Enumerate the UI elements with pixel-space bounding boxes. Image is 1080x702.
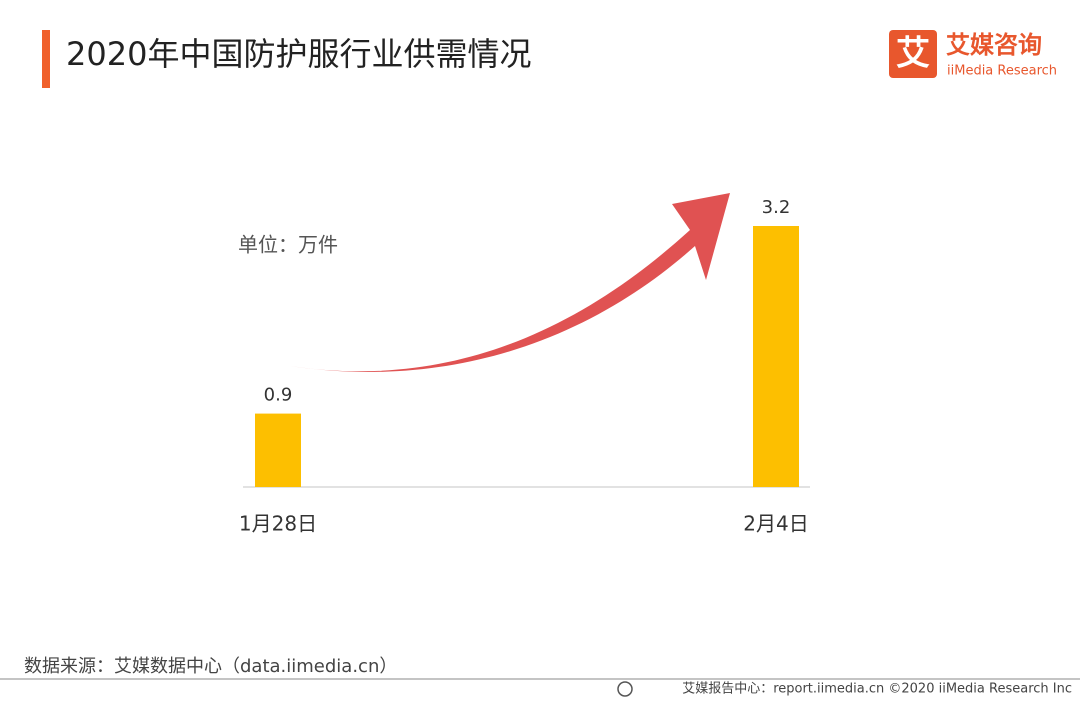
footer-icon — [617, 681, 633, 697]
logo-subtitle: iiMedia Research — [947, 64, 1057, 79]
value-label: 0.9 — [264, 385, 293, 406]
unit-label: 单位：万件 — [238, 233, 338, 257]
x-tick-label: 1月28日 — [239, 512, 317, 536]
logo-icon — [889, 30, 937, 78]
bar — [255, 413, 301, 487]
bar — [753, 226, 799, 487]
chart-title: 2020年中国防护服行业供需情况 — [66, 35, 531, 73]
footer: 艾媒报告中心：report.iimedia.cn ©2020 iiMedia R… — [682, 682, 1072, 697]
x-tick-label: 2月4日 — [743, 512, 808, 536]
value-label: 3.2 — [762, 197, 791, 218]
logo-name: 艾媒咨询 — [946, 31, 1042, 59]
logo-icon-text: 艾 — [896, 34, 930, 74]
title-accent — [42, 30, 50, 88]
growth-arrow — [290, 193, 730, 372]
source: 数据来源：艾媒数据中心（data.iimedia.cn） — [24, 656, 397, 677]
